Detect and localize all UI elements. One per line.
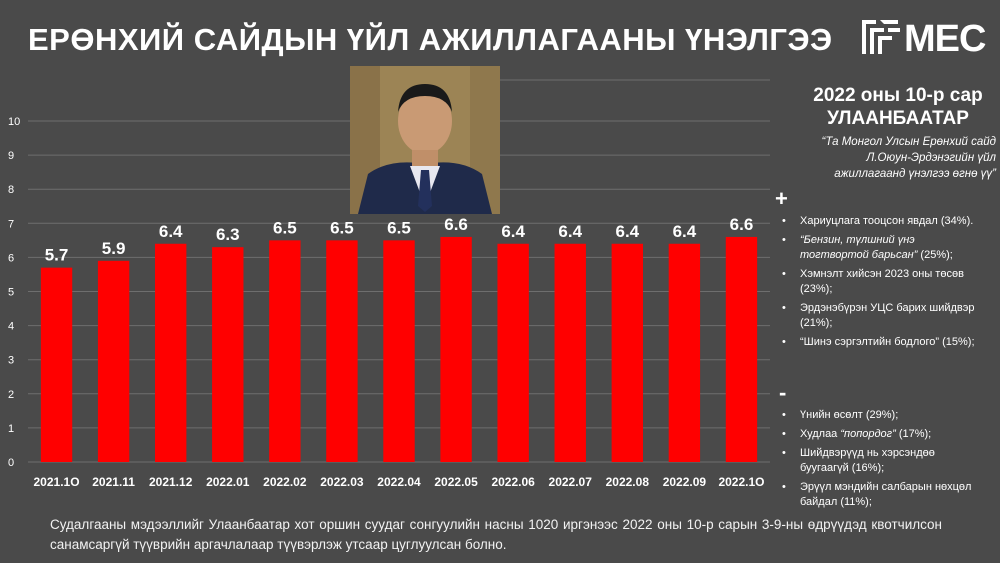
item-text: Үнийн өсөлт (29%);: [800, 409, 899, 421]
list-item: Эрдэнэбүрэн УЦС барих шийдвэр (21%);: [778, 301, 978, 331]
x-tick-label: 2022.05: [434, 475, 478, 489]
bar-value-label: 6.4: [558, 222, 582, 241]
y-tick-label: 1: [8, 423, 14, 435]
list-item: “Бензин, түлшний үнэ тогтвортой барьсан”…: [778, 233, 978, 263]
positive-list: Хариуцлага тооцсон явдал (34%). “Бензин,…: [778, 214, 978, 354]
bar-value-label: 6.4: [501, 222, 525, 241]
x-tick-label: 2022.06: [491, 475, 535, 489]
y-tick-label: 6: [8, 252, 14, 264]
y-tick-label: 0: [8, 457, 14, 469]
prime-minister-photo: [350, 66, 500, 214]
list-item: Үнийн өсөлт (29%);: [778, 408, 978, 423]
item-text: (17%);: [895, 428, 932, 440]
bar: [212, 247, 244, 462]
item-emphasis: “Бензин, түлшний үнэ тогтвортой барьсан”: [800, 234, 918, 261]
x-tick-label: 2022.04: [377, 475, 421, 489]
positive-sign: +: [775, 186, 788, 211]
x-tick-label: 2022.08: [606, 475, 650, 489]
bar-value-label: 6.5: [330, 218, 354, 237]
bar: [269, 240, 301, 462]
bar-value-label: 5.7: [45, 246, 69, 265]
y-tick-label: 7: [8, 218, 14, 230]
bar: [668, 243, 701, 462]
list-item: Хэмнэлт хийсэн 2023 оны төсөв (23%);: [778, 267, 978, 297]
bar-value-label: 6.6: [444, 215, 468, 234]
item-text: (25%);: [917, 249, 953, 261]
bar: [97, 260, 130, 462]
bar: [326, 240, 358, 462]
negative-list: Үнийн өсөлт (29%); Худлаа “попордог” (17…: [778, 408, 978, 514]
x-tick-label: 2022.03: [320, 475, 364, 489]
survey-question: “Та Монгол Улсын Ерөнхий сайд Л.Оюун-Эрд…: [821, 136, 996, 180]
bar-value-label: 6.4: [615, 222, 639, 241]
bar: [154, 243, 187, 462]
negative-sign: -: [779, 380, 787, 405]
list-item: Хариуцлага тооцсон явдал (34%).: [778, 214, 978, 229]
item-text: Худлаа: [800, 428, 841, 440]
y-tick-label: 5: [8, 287, 14, 299]
bar: [725, 236, 758, 462]
list-item: “Шинэ сэргэлтийн бодлого” (15%);: [778, 335, 978, 350]
bar: [611, 243, 644, 462]
y-tick-label: 8: [8, 184, 14, 196]
mec-logo: MEC: [858, 14, 988, 66]
survey-city: УЛААНБААТАР: [827, 108, 969, 129]
x-tick-label: 2022.01: [206, 475, 250, 489]
bar-value-label: 6.6: [730, 215, 754, 234]
x-tick-label: 2021.11: [92, 475, 135, 489]
x-tick-label: 2021.12: [149, 475, 193, 489]
bar: [497, 243, 529, 462]
y-tick-label: 3: [8, 355, 14, 367]
methodology-footnote: Судалгааны мэдээллийг Улаанбаатар хот ор…: [50, 517, 942, 552]
x-tick-label: 2022.09: [663, 475, 707, 489]
bar-value-label: 6.3: [216, 225, 240, 244]
bar-value-label: 6.4: [673, 222, 697, 241]
survey-date-line: 2022 оны 10-р сар: [813, 85, 983, 106]
page-title: ЕРӨНХИЙ САЙДЫН ҮЙЛ АЖИЛЛАГААНЫ ҮНЭЛГЭЭ: [28, 22, 833, 57]
item-text: Эрүүл мэндийн салбарын нөхцөл байдал (11…: [800, 481, 972, 508]
item-text: Хэмнэлт хийсэн 2023 оны төсөв (23%);: [800, 268, 964, 295]
x-tick-label: 2022.02: [263, 475, 307, 489]
item-text: Шийдвэрүүд нь хэрсэндөө буугаагүй (16%);: [800, 447, 935, 474]
item-text: “Шинэ сэргэлтийн бодлого” (15%);: [800, 336, 975, 348]
y-tick-label: 9: [8, 150, 14, 162]
bar: [383, 240, 415, 462]
x-tick-label: 2021.1O: [34, 475, 80, 489]
bar-value-label: 6.5: [273, 218, 297, 237]
bar-value-label: 5.9: [102, 239, 126, 258]
y-tick-label: 10: [8, 116, 20, 128]
item-text: Хариуцлага тооцсон явдал (34%).: [800, 215, 974, 227]
bar: [440, 236, 472, 462]
survey-date: 2022 оны 10-р сар УЛААНБААТАР: [792, 84, 1000, 130]
bar: [40, 267, 73, 462]
x-tick-label: 2022.1O: [718, 475, 764, 489]
bar-value-label: 6.4: [159, 222, 183, 241]
y-tick-label: 2: [8, 389, 14, 401]
item-emphasis: “попордог”: [840, 428, 896, 440]
mec-logo-icon: [862, 20, 900, 54]
logo-text: MEC: [904, 18, 986, 60]
y-tick-label: 4: [8, 321, 14, 333]
item-text: Эрдэнэбүрэн УЦС барих шийдвэр (21%);: [800, 302, 975, 329]
x-tick-label: 2022.07: [549, 475, 593, 489]
list-item: Эрүүл мэндийн салбарын нөхцөл байдал (11…: [778, 480, 978, 510]
list-item: Худлаа “попордог” (17%);: [778, 427, 978, 442]
bar-value-label: 6.5: [387, 218, 411, 237]
list-item: Шийдвэрүүд нь хэрсэндөө буугаагүй (16%);: [778, 446, 978, 476]
bar: [554, 243, 586, 462]
